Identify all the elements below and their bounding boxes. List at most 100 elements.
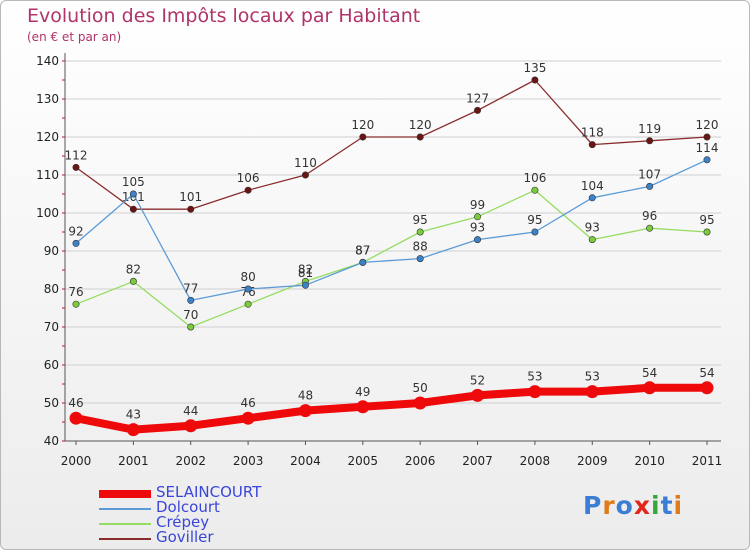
data-label: 118 xyxy=(581,126,604,140)
data-label: 82 xyxy=(126,262,141,276)
data-label: 112 xyxy=(65,148,88,162)
data-label: 93 xyxy=(470,221,485,235)
data-point xyxy=(244,186,252,194)
data-label: 53 xyxy=(585,370,600,384)
y-tick-label: 110 xyxy=(36,168,59,182)
data-label: 87 xyxy=(355,243,370,257)
series-line-selaincourt xyxy=(72,383,711,434)
data-label: 54 xyxy=(642,366,657,380)
data-label: 49 xyxy=(355,385,370,399)
y-tick-label: 140 xyxy=(36,54,59,68)
chart-title: Evolution des Impôts locaux par Habitant xyxy=(27,5,421,27)
data-label: 76 xyxy=(68,285,83,299)
data-label: 52 xyxy=(470,373,485,387)
x-tick-label: 2000 xyxy=(61,454,92,468)
x-tick-label: 2004 xyxy=(290,454,321,468)
data-label: 70 xyxy=(183,308,198,322)
data-point xyxy=(129,205,137,213)
logo-letter: i xyxy=(673,491,684,520)
data-label: 120 xyxy=(696,118,719,132)
data-point xyxy=(703,133,711,141)
data-point xyxy=(187,296,195,304)
y-tick-label: 80 xyxy=(44,282,59,296)
data-point xyxy=(703,156,711,164)
data-point xyxy=(703,228,711,236)
data-label: 110 xyxy=(294,156,317,170)
data-label: 80 xyxy=(240,270,255,284)
legend-label: Crépey xyxy=(156,513,210,531)
logo-letter: t xyxy=(660,491,674,520)
data-label: 50 xyxy=(413,381,428,395)
data-point xyxy=(359,258,367,266)
data-label: 106 xyxy=(523,171,546,185)
data-label: 95 xyxy=(413,213,428,227)
data-label: 96 xyxy=(642,209,657,223)
data-label: 54 xyxy=(699,366,714,380)
logo-letter: o xyxy=(615,491,634,520)
legend-swatch xyxy=(99,490,151,498)
x-tick-label: 2001 xyxy=(118,454,149,468)
data-label: 107 xyxy=(638,167,661,181)
data-label: 95 xyxy=(527,213,542,227)
data-point xyxy=(301,281,309,289)
data-point xyxy=(531,186,539,194)
y-tick-label: 50 xyxy=(44,396,59,410)
data-label: 77 xyxy=(183,281,198,295)
data-label: 93 xyxy=(585,221,600,235)
data-label: 53 xyxy=(527,370,542,384)
data-point xyxy=(471,388,485,402)
x-tick-label: 2002 xyxy=(175,454,206,468)
data-point xyxy=(241,411,255,425)
data-point xyxy=(413,396,427,410)
data-point xyxy=(129,277,137,285)
data-label: 81 xyxy=(298,266,313,280)
data-point xyxy=(244,285,252,293)
data-point xyxy=(72,239,80,247)
legend-swatch xyxy=(99,538,151,540)
data-label: 82 xyxy=(298,262,313,276)
data-point xyxy=(643,381,657,395)
data-label: 46 xyxy=(68,396,83,410)
legend-label: SELAINCOURT xyxy=(156,483,262,501)
data-label: 92 xyxy=(68,224,83,238)
data-point xyxy=(416,133,424,141)
logo-letter: P xyxy=(583,491,603,520)
data-label: 106 xyxy=(237,171,260,185)
data-point xyxy=(531,76,539,84)
data-label: 135 xyxy=(523,61,546,75)
data-point xyxy=(129,190,137,198)
series-line-crépey xyxy=(75,189,708,328)
data-point xyxy=(72,163,80,171)
logo-letter: r xyxy=(602,491,616,520)
data-point xyxy=(588,141,596,149)
data-label: 101 xyxy=(179,190,202,204)
x-tick-label: 2006 xyxy=(405,454,436,468)
series-line-goviller xyxy=(75,79,708,210)
data-point xyxy=(416,228,424,236)
x-tick-label: 2011 xyxy=(692,454,723,468)
data-point xyxy=(72,300,80,308)
y-tick-label: 120 xyxy=(36,130,59,144)
data-label: 46 xyxy=(240,396,255,410)
data-point xyxy=(646,224,654,232)
y-tick-label: 130 xyxy=(36,92,59,106)
y-tick-label: 90 xyxy=(44,244,59,258)
data-label: 104 xyxy=(581,179,604,193)
data-label: 43 xyxy=(126,408,141,422)
data-point xyxy=(646,137,654,145)
data-label: 105 xyxy=(122,175,145,189)
x-tick-label: 2008 xyxy=(520,454,551,468)
data-point xyxy=(700,381,714,395)
legend-swatch xyxy=(99,523,151,525)
data-point xyxy=(528,385,542,399)
data-label: 44 xyxy=(183,404,198,418)
data-point xyxy=(298,404,312,418)
data-label: 95 xyxy=(699,213,714,227)
data-point xyxy=(416,255,424,263)
data-point xyxy=(184,419,198,433)
legend-swatch xyxy=(99,508,151,510)
data-label: 120 xyxy=(351,118,374,132)
logo-letter: i xyxy=(651,491,661,520)
data-label: 99 xyxy=(470,198,485,212)
data-label: 88 xyxy=(413,240,428,254)
